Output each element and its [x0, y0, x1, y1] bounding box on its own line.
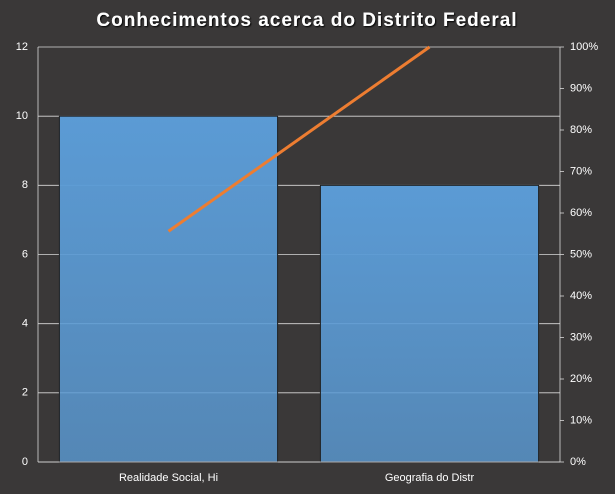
y-tick-label: 0: [22, 456, 28, 468]
x-tick-label: Realidade Social, Hi: [119, 472, 218, 484]
cumulative-line: [167, 45, 431, 233]
y2-tick-label: 30%: [570, 331, 592, 343]
y-tick-label: 8: [22, 179, 28, 191]
y-tick-label: 4: [22, 318, 28, 330]
y2-tick-label: 50%: [570, 248, 592, 260]
y-tick-label: 6: [22, 248, 28, 260]
x-tick-label: Geografia do Distr: [385, 472, 475, 484]
y2-tick-label: 20%: [570, 373, 592, 385]
y-tick-label: 12: [16, 41, 28, 53]
y2-tick-label: 100%: [570, 41, 598, 53]
y-tick-label: 2: [22, 387, 28, 399]
y2-tick-label: 80%: [570, 124, 592, 136]
y2-tick-label: 40%: [570, 290, 592, 302]
bar: [319, 184, 540, 463]
bar: [58, 115, 279, 463]
y2-tick-label: 60%: [570, 207, 592, 219]
y2-tick-label: 0%: [570, 456, 586, 468]
y2-tick-label: 10%: [570, 414, 592, 426]
y-tick-label: 10: [16, 110, 28, 122]
y2-tick-label: 70%: [570, 165, 592, 177]
chart-title: Conhecimentos acerca do Distrito Federal: [96, 10, 517, 31]
y2-tick-label: 90%: [570, 82, 592, 94]
